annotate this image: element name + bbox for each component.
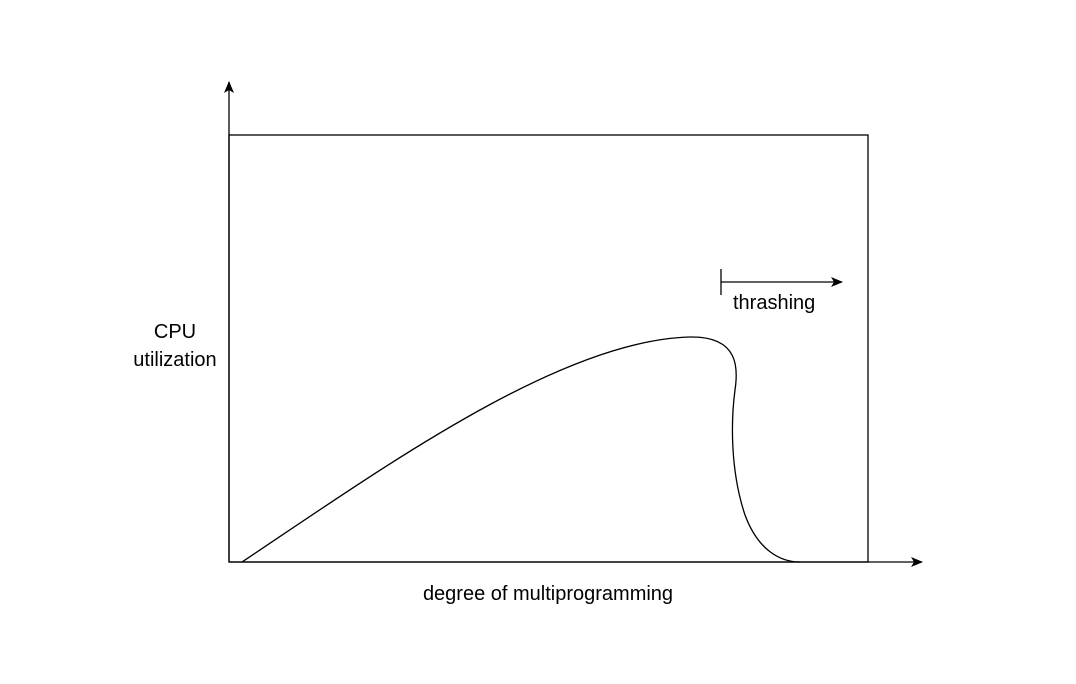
y-axis-label-line1: CPU — [153, 321, 197, 343]
y-axis-label: CPU utilization — [120, 318, 230, 374]
x-axis-label: degree of multiprogramming — [422, 583, 674, 605]
cpu-utilization-curve — [241, 336, 801, 563]
thrashing-label: thrashing — [733, 292, 816, 314]
plot-frame — [228, 134, 869, 563]
y-axis-label-line2: utilization — [133, 349, 217, 371]
